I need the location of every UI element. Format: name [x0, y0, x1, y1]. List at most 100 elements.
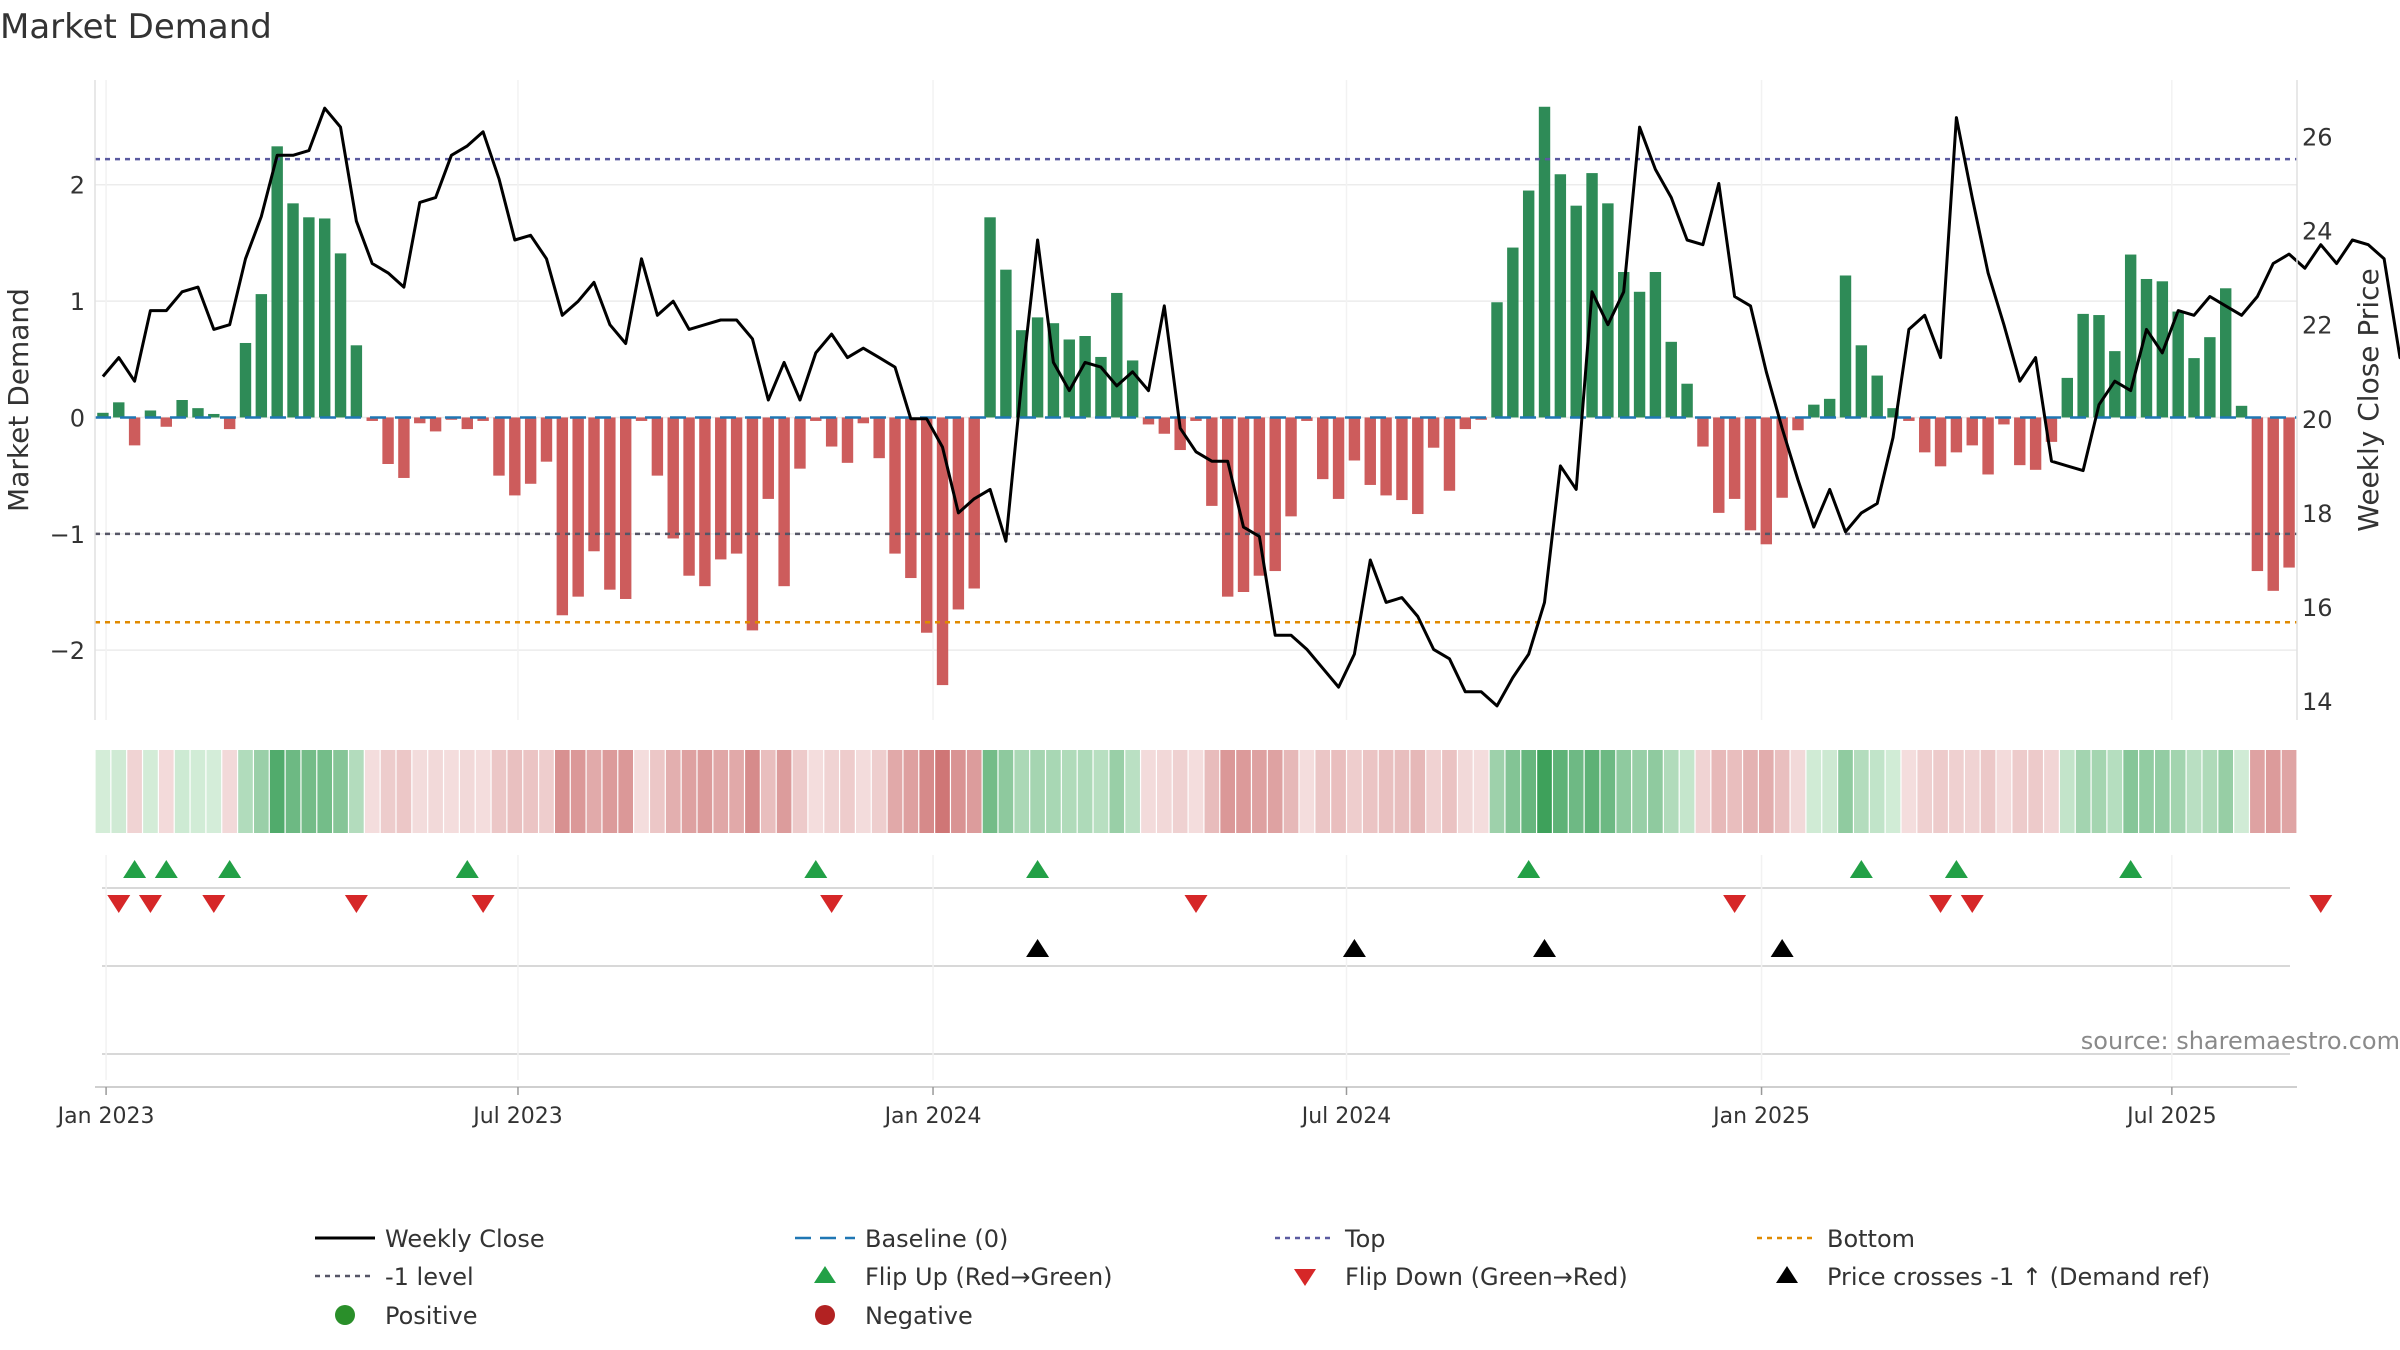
strip-cell: [2028, 750, 2043, 833]
bar-negative: [968, 417, 980, 589]
strip-cell: [1220, 750, 1236, 833]
bar-positive: [2220, 288, 2232, 418]
strip-cell: [269, 750, 285, 833]
strip-cell: [618, 750, 634, 833]
flip-down-marker: [344, 895, 368, 913]
bar-negative: [730, 417, 743, 554]
strip-cell: [1822, 750, 1837, 833]
flip-up-marker: [218, 860, 242, 878]
flip-up-marker: [1944, 860, 1968, 878]
strip-cell: [1046, 750, 1061, 833]
bar-negative: [873, 417, 885, 459]
strip-cell: [2202, 750, 2218, 833]
flip-down-marker: [1184, 895, 1208, 913]
strip-cell: [1299, 750, 1315, 833]
event-markers: [107, 860, 2333, 957]
strip-cell: [364, 750, 380, 833]
bar-negative: [2029, 417, 2042, 470]
bar-positive: [1602, 203, 1614, 418]
legend-swatch: [815, 1305, 835, 1325]
bar-negative: [778, 417, 790, 587]
bar-negative: [1269, 417, 1281, 572]
strip-cell: [507, 750, 523, 833]
strip-cell: [475, 750, 491, 833]
legend-label: Positive: [385, 1302, 478, 1330]
legend-item: Flip Up (Red→Green): [814, 1263, 1113, 1291]
strip-cell: [2281, 750, 2297, 833]
bar-positive: [192, 408, 204, 418]
strip-cell: [2234, 750, 2249, 833]
bar-positive: [1538, 106, 1551, 418]
bar-negative: [429, 417, 442, 432]
bar-negative: [1221, 417, 1234, 597]
legend-swatch: [335, 1305, 355, 1325]
bar-positive: [1808, 404, 1820, 418]
legend: Weekly Close Baseline (0) Top Bottom -1 leve…: [315, 1225, 2210, 1330]
strip-cell: [206, 750, 222, 833]
bar-negative: [398, 417, 410, 478]
bar-negative: [1982, 417, 1994, 475]
bar-negative: [715, 417, 727, 560]
demand-heat-strip: [95, 750, 2297, 833]
flip-down-marker: [820, 895, 844, 913]
bar-negative: [604, 417, 616, 590]
strip-cell: [254, 750, 269, 833]
bar-positive: [1000, 269, 1012, 418]
flip-down-marker: [107, 895, 131, 913]
bar-negative: [1713, 417, 1725, 513]
strip-cell: [1663, 750, 1679, 833]
bar-positive: [2124, 254, 2137, 418]
strip-cell: [111, 750, 127, 833]
bar-negative: [619, 417, 632, 599]
bar-positive: [1618, 272, 1630, 418]
x-axis: Jan 2023 Jul 2023 Jan 2024 Jul 2024 Jan 2025…: [56, 1086, 2297, 1129]
strip-cell: [2059, 750, 2075, 833]
strip-cell: [1949, 750, 1964, 833]
flip-up-marker: [154, 860, 178, 878]
strip-cell: [1758, 750, 1774, 833]
bar-negative: [1190, 417, 1202, 421]
bar-negative: [1285, 417, 1297, 517]
bar-positive: [1491, 302, 1503, 418]
strip-cell: [1030, 750, 1045, 833]
legend-swatch: [1294, 1269, 1316, 1286]
legend-label: Flip Up (Red→Green): [865, 1263, 1113, 1291]
bar-positive: [208, 413, 220, 418]
x-tick-label: Jul 2025: [2125, 1104, 2217, 1129]
bar-negative: [2251, 417, 2264, 572]
strip-cell: [1077, 750, 1093, 833]
flip-up-marker: [455, 860, 479, 878]
strip-cell: [951, 750, 966, 833]
strip-cell: [713, 750, 729, 833]
strip-cell: [396, 750, 412, 833]
strip-cell: [729, 750, 744, 833]
strip-cell: [1410, 750, 1426, 833]
bar-positive: [1570, 205, 1582, 418]
bar-negative: [762, 417, 774, 499]
strip-cell: [1537, 750, 1552, 833]
flip-up-marker: [123, 860, 147, 878]
bar-negative: [1174, 417, 1186, 451]
strip-cell: [1964, 750, 1980, 833]
bar-positive: [2204, 337, 2216, 418]
strip-cell: [523, 750, 538, 833]
bar-negative: [1459, 417, 1472, 430]
bar-negative: [493, 417, 505, 476]
strip-cell: [1394, 750, 1410, 833]
strip-cell: [1553, 750, 1568, 833]
strip-cell: [2265, 750, 2281, 833]
legend-label: Top: [1344, 1225, 1386, 1253]
strip-cell: [1679, 750, 1695, 833]
y-axis-label: Market Demand: [2, 288, 35, 512]
strip-cell: [1632, 750, 1647, 833]
strip-cell: [998, 750, 1014, 833]
reference-levels: [95, 157, 2297, 624]
bar-positive: [350, 345, 363, 418]
strip-cell: [1790, 750, 1806, 833]
strip-cell: [127, 750, 142, 833]
bar-negative: [1903, 417, 1915, 421]
source-label: source: sharemaestro.com: [2081, 1027, 2400, 1055]
price-cross-marker: [1770, 939, 1794, 957]
bar-negative: [635, 417, 648, 421]
